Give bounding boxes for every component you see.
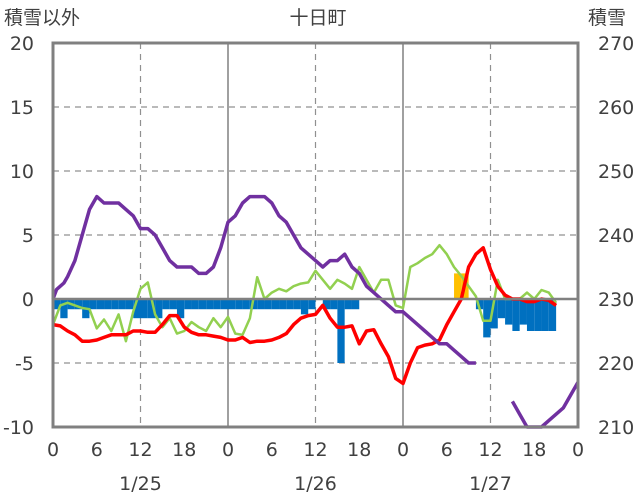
series-line xyxy=(51,243,558,343)
right-tick-label: 220 xyxy=(598,353,634,375)
precip-bar xyxy=(512,299,520,331)
precip-bar xyxy=(74,299,83,310)
precip-bar xyxy=(286,299,294,310)
precip-bar xyxy=(125,299,134,310)
precip-bar xyxy=(308,299,316,310)
precip-bar xyxy=(519,299,527,325)
precip-bar xyxy=(483,299,491,338)
right-tick-label: 250 xyxy=(598,161,634,183)
series-line xyxy=(510,381,580,429)
left-tick-label: -10 xyxy=(3,417,34,439)
precip-bar xyxy=(169,299,177,310)
precip-bar xyxy=(505,299,513,325)
date-label: 1/26 xyxy=(294,473,337,495)
precip-bar xyxy=(490,299,498,329)
precip-bar xyxy=(242,299,250,310)
precip-bar xyxy=(220,299,228,310)
precip-bar xyxy=(264,299,272,310)
left-tick-label: 5 xyxy=(22,225,34,247)
x-tick-label: 18 xyxy=(347,439,371,461)
right-tick-labels: 270 260 250 240 230 220 210 xyxy=(598,33,634,439)
left-tick-label: 0 xyxy=(22,289,34,311)
precip-bar xyxy=(497,299,506,319)
snowfall-bar xyxy=(454,273,462,299)
left-tick-labels: 20 15 10 5 0 -5 -10 xyxy=(3,33,34,439)
precip-bar xyxy=(53,299,61,310)
date-labels: 1/25 1/26 1/27 xyxy=(119,473,512,495)
precip-bar xyxy=(191,299,199,310)
precip-bar xyxy=(228,299,236,310)
left-tick-label: 10 xyxy=(10,161,34,183)
precip-bar xyxy=(257,299,265,310)
chart-title: 十日町 xyxy=(289,7,346,29)
x-tick-labels: 0 6 12 18 0 6 12 18 0 6 12 18 0 xyxy=(47,439,584,461)
precip-bar xyxy=(162,299,170,310)
precip-bar xyxy=(96,299,105,310)
x-tick-label: 0 xyxy=(222,439,234,461)
right-tick-label: 240 xyxy=(598,225,634,247)
x-tick-label: 12 xyxy=(478,439,502,461)
precip-bar xyxy=(155,299,163,319)
gridlines xyxy=(53,43,578,427)
x-tick-label: 12 xyxy=(128,439,152,461)
x-tick-label: 0 xyxy=(397,439,409,461)
right-tick-label: 230 xyxy=(598,289,634,311)
precip-bar xyxy=(235,299,243,310)
precip-bar xyxy=(104,299,112,310)
x-tick-label: 6 xyxy=(266,439,278,461)
x-tick-label: 0 xyxy=(572,439,584,461)
precip-bar xyxy=(526,299,535,331)
lines-layer xyxy=(51,194,580,429)
date-label: 1/25 xyxy=(119,473,162,495)
left-tick-label: 20 xyxy=(10,33,34,55)
series-line xyxy=(52,246,558,386)
precip-bar xyxy=(271,299,280,310)
right-tick-label: 210 xyxy=(598,417,634,439)
precip-bar xyxy=(140,299,148,319)
precip-bar xyxy=(118,299,126,310)
precip-bar xyxy=(60,299,68,319)
precip-bar xyxy=(184,299,192,310)
precip-bar xyxy=(89,299,97,310)
x-tick-label: 18 xyxy=(522,439,546,461)
precip-bar xyxy=(213,299,221,310)
precip-bar xyxy=(330,299,338,310)
precip-bar xyxy=(351,299,360,310)
date-label: 1/27 xyxy=(469,473,512,495)
right-tick-label: 260 xyxy=(598,97,634,119)
right-tick-label: 270 xyxy=(598,33,634,55)
precip-bar xyxy=(176,299,185,319)
precip-bar xyxy=(541,299,549,331)
precip-bar xyxy=(344,299,352,310)
x-tick-label: 6 xyxy=(441,439,453,461)
precip-bar xyxy=(293,299,301,310)
precip-bar xyxy=(206,299,214,310)
precip-bar xyxy=(300,299,309,315)
precip-bar xyxy=(133,299,141,319)
right-axis-label: 積雪 xyxy=(588,7,626,29)
left-axis-label: 積雪以外 xyxy=(4,7,80,29)
series-line xyxy=(51,194,476,365)
precip-bar xyxy=(534,299,542,331)
x-tick-label: 12 xyxy=(303,439,327,461)
left-tick-label: 15 xyxy=(10,97,34,119)
precip-bar xyxy=(198,299,207,310)
precip-bar xyxy=(279,299,287,310)
precip-bar xyxy=(111,299,119,310)
plot-frame xyxy=(51,41,580,429)
x-tick-label: 0 xyxy=(47,439,59,461)
precip-bar xyxy=(475,299,484,310)
x-tick-label: 6 xyxy=(91,439,103,461)
bars-layer xyxy=(53,273,557,363)
x-tick-label: 18 xyxy=(172,439,196,461)
precip-bar xyxy=(548,299,557,331)
precip-bar xyxy=(147,299,156,319)
precip-bar xyxy=(322,299,331,310)
precip-bar xyxy=(337,299,345,363)
left-tick-label: -5 xyxy=(15,353,34,375)
